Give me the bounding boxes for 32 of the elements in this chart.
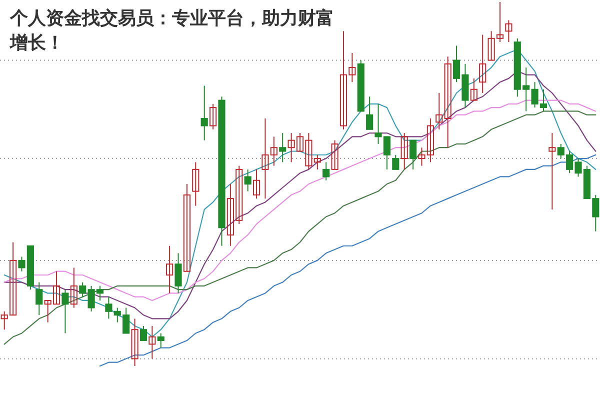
candlestick: [157, 332, 164, 348]
candlestick: [252, 168, 260, 200]
candlestick: [400, 132, 408, 170]
candlestick: [314, 154, 321, 170]
candlestick: [174, 252, 182, 294]
candlestick: [392, 154, 400, 170]
candlestick: [366, 96, 374, 130]
candlestick: [105, 296, 112, 320]
candlestick: [479, 34, 486, 94]
candlestick: [548, 132, 556, 210]
candlestick: [322, 162, 330, 181]
text: 个人资金找交易员：专业平台，助力财富增长！: [9, 8, 334, 54]
candlestick: [36, 282, 43, 316]
candlestick: [200, 85, 208, 141]
candlestick: [279, 132, 286, 163]
candlestick: [79, 282, 86, 298]
candlestick: [444, 56, 452, 148]
candlestick: [331, 140, 338, 170]
candlestick: [148, 325, 156, 360]
candlestick: [210, 103, 217, 130]
candlestick: [140, 325, 148, 342]
candlestick: [192, 162, 200, 206]
candlestick: [166, 245, 174, 294]
candlestick: [410, 140, 417, 170]
candlestick: [505, 20, 512, 43]
candlestick: [470, 78, 478, 101]
candlestick: [183, 184, 190, 272]
candlestick: [70, 267, 78, 308]
candlestick: [62, 289, 69, 334]
candlestick: [244, 168, 252, 192]
candlestick: [131, 318, 138, 366]
candlestick: [436, 92, 443, 130]
